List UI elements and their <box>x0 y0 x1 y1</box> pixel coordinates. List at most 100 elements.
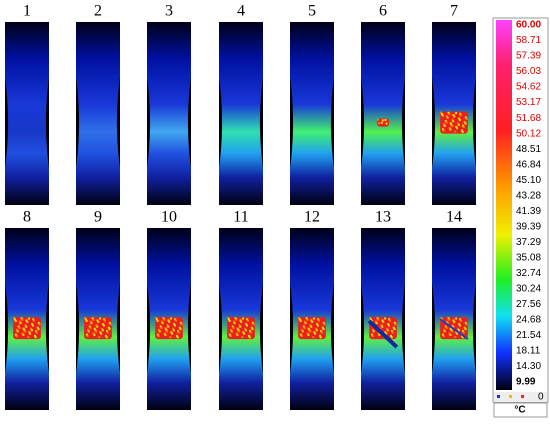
hot-speck <box>319 330 322 333</box>
hot-speck <box>445 115 448 118</box>
hot-speck <box>392 326 395 329</box>
hot-speck <box>301 330 304 333</box>
hot-speck <box>464 116 467 119</box>
hot-speck <box>30 327 33 330</box>
panel-label: 8 <box>23 209 31 226</box>
hot-speck <box>251 328 254 331</box>
hot-speck <box>457 327 460 330</box>
hot-speck <box>321 326 324 329</box>
unit-label: °C <box>514 405 525 416</box>
specimen <box>76 22 120 205</box>
scale-label: 46.84 <box>516 159 541 170</box>
scale-label: 18.11 <box>516 346 541 357</box>
hot-speck <box>456 332 459 335</box>
hot-speck <box>391 331 394 334</box>
hot-speck <box>386 327 389 330</box>
hot-speck <box>103 319 106 322</box>
hot-speck <box>106 331 109 334</box>
hot-speck <box>240 320 243 323</box>
hot-speck <box>452 325 455 328</box>
scale-label: 51.68 <box>516 113 541 124</box>
hot-speck <box>246 319 249 322</box>
hot-speck <box>393 328 396 331</box>
hot-speck <box>97 320 100 323</box>
scale-label: 53.17 <box>516 97 541 108</box>
hot-speck <box>160 320 163 323</box>
hot-speck <box>157 328 160 331</box>
hot-speck <box>105 336 108 339</box>
hot-speck <box>447 317 450 320</box>
panel-label: 5 <box>308 3 316 20</box>
hot-speck <box>448 127 451 130</box>
scale-label: 27.56 <box>516 299 541 310</box>
hot-speck <box>461 330 464 333</box>
hot-speck <box>315 327 318 330</box>
hot-speck <box>385 122 388 125</box>
hot-speck <box>29 332 32 335</box>
hot-speck <box>175 334 178 337</box>
hot-speck <box>99 317 102 320</box>
hot-speck <box>304 322 307 325</box>
hot-speck <box>164 333 167 336</box>
hot-speck <box>317 319 320 322</box>
scale-label: 14.30 <box>516 361 541 372</box>
hot-speck <box>167 319 170 322</box>
hot-speck <box>20 317 23 320</box>
panel-label: 13 <box>375 209 391 226</box>
thermal-image <box>76 22 120 205</box>
hot-speck <box>229 335 232 338</box>
hot-speck <box>88 325 91 328</box>
hot-speck <box>455 317 458 320</box>
hot-speck <box>17 325 20 328</box>
hot-speck <box>309 324 312 327</box>
hot-speck <box>388 319 391 322</box>
hot-speck <box>36 326 39 329</box>
hot-speck <box>317 318 320 321</box>
zero-label: 0 <box>538 392 544 403</box>
hot-speck <box>302 325 305 328</box>
hot-speck <box>306 318 309 321</box>
hot-speck <box>23 329 26 332</box>
hot-speck <box>18 326 21 329</box>
hot-speck <box>227 318 230 321</box>
hot-speck <box>22 333 25 336</box>
panel-label: 14 <box>446 209 462 226</box>
specimen <box>5 22 49 205</box>
crack <box>367 319 399 349</box>
hot-speck <box>37 328 40 331</box>
hot-speck <box>174 318 177 321</box>
hot-speck <box>241 336 244 339</box>
hot-speck <box>440 317 443 320</box>
hot-speck <box>441 128 444 131</box>
hot-speck <box>172 327 175 330</box>
hot-speck <box>461 336 464 339</box>
scale-label: 50.12 <box>516 128 541 139</box>
hot-speck <box>14 319 17 322</box>
hot-speck <box>169 336 172 339</box>
hot-speck <box>449 128 452 131</box>
hot-speck <box>369 317 372 320</box>
hot-speck <box>15 328 18 331</box>
hot-speck <box>446 116 449 119</box>
hot-speck <box>242 331 245 334</box>
hot-speck <box>377 318 380 321</box>
hot-speck <box>299 319 302 322</box>
hot-speck <box>372 330 375 333</box>
scale-label: 37.29 <box>516 237 541 248</box>
hot-speck <box>454 130 457 133</box>
thermal-image <box>147 22 191 205</box>
hot-speck <box>244 329 247 332</box>
hot-speck <box>248 330 251 333</box>
hot-speck <box>453 320 456 323</box>
hot-speck <box>31 324 34 327</box>
hot-speck <box>300 328 303 331</box>
hot-speck <box>316 323 319 326</box>
panel-label: 4 <box>237 3 245 20</box>
hot-speck <box>21 332 24 335</box>
hot-speck <box>451 118 454 121</box>
hot-speck <box>455 125 458 128</box>
hot-speck <box>320 331 323 334</box>
hot-speck <box>102 323 105 326</box>
hot-speck <box>385 332 388 335</box>
